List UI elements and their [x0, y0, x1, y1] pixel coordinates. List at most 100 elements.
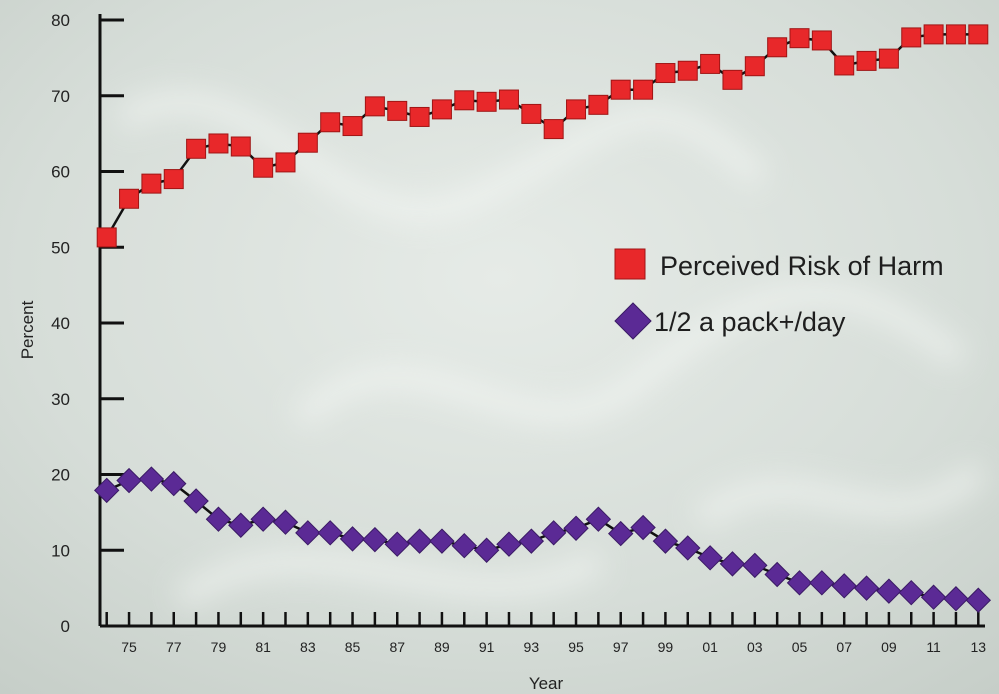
point-perceived-risk-1994 [543, 119, 564, 140]
point-perceived-risk-1987 [387, 100, 408, 121]
point-perceived-risk-2010 [901, 27, 922, 48]
x-tick-label-85: 85 [345, 639, 361, 655]
point-half-pack-2008 [853, 575, 880, 601]
point-half-pack-2007 [831, 573, 857, 599]
x-tick-label-91: 91 [479, 639, 495, 655]
x-tick-label-83: 83 [300, 639, 316, 655]
point-perceived-risk-1990 [454, 90, 475, 111]
point-half-pack-1975 [116, 467, 142, 494]
point-half-pack-2004 [764, 561, 790, 588]
y-tick-label-0: 0 [61, 617, 70, 636]
point-half-pack-1983 [295, 520, 321, 546]
point-half-pack-1980 [228, 512, 254, 538]
point-perceived-risk-2003 [744, 56, 765, 77]
point-perceived-risk-1985 [342, 116, 363, 137]
point-perceived-risk-1982 [275, 152, 296, 173]
point-perceived-risk-1983 [297, 132, 318, 153]
point-half-pack-1997 [608, 520, 634, 547]
point-perceived-risk-2007 [834, 55, 855, 76]
point-perceived-risk-2000 [677, 60, 698, 81]
point-perceived-risk-2012 [945, 24, 966, 45]
point-half-pack-1977 [161, 470, 187, 497]
x-tick-label-97: 97 [613, 639, 629, 655]
point-perceived-risk-1980 [230, 136, 251, 157]
point-perceived-risk-1984 [320, 112, 341, 133]
y-tick-label-40: 40 [51, 314, 70, 333]
point-half-pack-2000 [675, 535, 701, 561]
point-perceived-risk-1998 [633, 79, 654, 100]
x-tick-label-95: 95 [568, 639, 584, 655]
y-tick-label-30: 30 [51, 390, 70, 409]
point-half-pack-2002 [719, 551, 746, 577]
point-perceived-risk-2002 [722, 69, 743, 90]
point-half-pack-1992 [496, 531, 522, 557]
point-half-pack-1986 [362, 526, 388, 553]
point-half-pack-1981 [250, 506, 276, 532]
y-tick-label-20: 20 [51, 466, 70, 485]
x-tick-label-75: 75 [121, 639, 137, 655]
x-tick-label-01: 01 [702, 639, 718, 655]
x-tick-label-07: 07 [836, 639, 852, 655]
point-perceived-risk-1992 [498, 89, 519, 110]
point-perceived-risk-1999 [655, 63, 676, 84]
point-half-pack-2011 [920, 584, 947, 610]
point-half-pack-1993 [518, 528, 545, 554]
point-perceived-risk-1995 [566, 99, 587, 120]
point-half-pack-1988 [406, 528, 433, 554]
x-tick-label-11: 11 [926, 639, 941, 655]
x-tick-label-89: 89 [434, 639, 450, 655]
point-half-pack-1990 [451, 532, 477, 559]
point-half-pack-2009 [876, 578, 902, 604]
point-half-pack-2012 [943, 586, 969, 612]
point-half-pack-2005 [786, 570, 813, 596]
point-perceived-risk-1988 [409, 106, 430, 127]
point-half-pack-2003 [742, 552, 768, 579]
point-perceived-risk-1993 [521, 103, 542, 124]
point-perceived-risk-1975 [119, 188, 140, 209]
y-tick-label-10: 10 [51, 541, 70, 560]
point-half-pack-1976 [138, 466, 165, 492]
point-perceived-risk-2008 [856, 50, 877, 71]
point-half-pack-1974 [93, 477, 120, 504]
point-half-pack-1991 [473, 537, 500, 563]
point-perceived-risk-1976 [141, 173, 162, 194]
point-perceived-risk-2013 [968, 24, 989, 45]
point-perceived-risk-1981 [253, 157, 274, 178]
point-perceived-risk-2009 [878, 48, 899, 69]
point-half-pack-1982 [272, 509, 299, 535]
x-tick-label-13: 13 [971, 639, 987, 655]
point-perceived-risk-1989 [431, 99, 452, 120]
point-half-pack-1984 [317, 520, 343, 546]
legend-label-perceived-risk: Perceived Risk of Harm [660, 251, 944, 281]
legend-marker-half-pack [614, 302, 652, 340]
series-line-perceived-risk [105, 33, 979, 239]
x-tick-label-77: 77 [166, 639, 182, 655]
x-axis-label: Year [529, 674, 564, 693]
y-tick-label-80: 80 [51, 11, 70, 30]
y-tick-label-60: 60 [51, 163, 70, 182]
x-tick-label-09: 09 [881, 639, 897, 655]
x-tick-label-79: 79 [211, 639, 227, 655]
point-half-pack-1995 [563, 515, 589, 541]
point-half-pack-2010 [898, 579, 924, 606]
point-half-pack-2001 [697, 545, 723, 571]
point-half-pack-1979 [205, 506, 232, 532]
y-tick-label-70: 70 [51, 87, 70, 106]
point-perceived-risk-1978 [186, 138, 207, 159]
x-tick-label-05: 05 [792, 639, 808, 655]
point-perceived-risk-1979 [208, 133, 229, 154]
point-perceived-risk-1996 [588, 94, 609, 115]
point-perceived-risk-1974 [96, 227, 117, 248]
point-perceived-risk-2001 [700, 53, 721, 74]
x-tick-label-81: 81 [255, 639, 271, 655]
point-half-pack-1978 [183, 488, 209, 514]
point-half-pack-1987 [384, 531, 410, 557]
point-half-pack-2006 [809, 570, 835, 596]
point-half-pack-1994 [540, 520, 567, 546]
legend-marker-perceived-risk [614, 248, 646, 280]
point-perceived-risk-1977 [163, 169, 184, 190]
point-half-pack-2013 [965, 587, 992, 613]
point-perceived-risk-1997 [610, 79, 631, 100]
